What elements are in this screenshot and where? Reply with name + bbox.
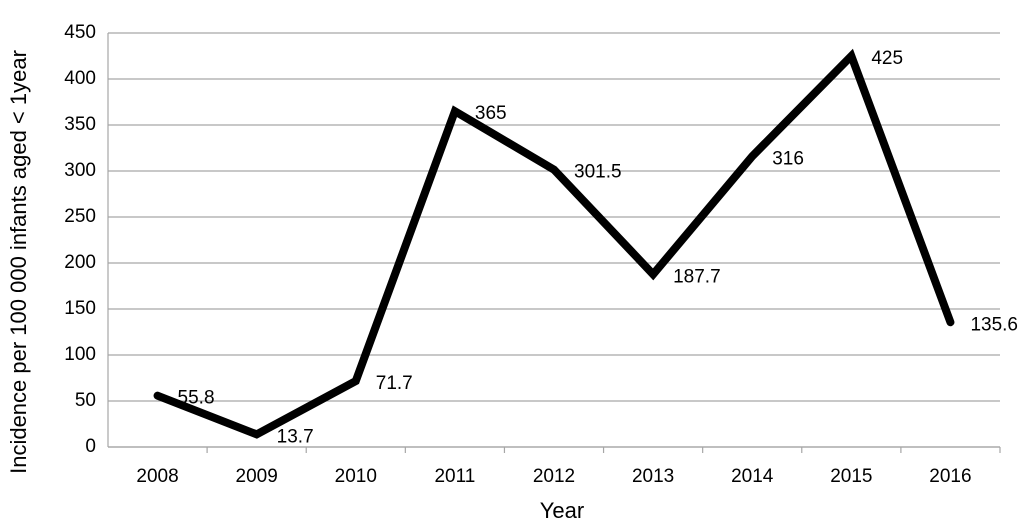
data-label: 135.6: [970, 314, 1018, 335]
y-tick-label: 400: [64, 68, 96, 89]
y-tick-label: 350: [64, 114, 96, 135]
y-tick-label: 250: [64, 206, 96, 227]
y-tick-label: 300: [64, 160, 96, 181]
data-label: 316: [772, 148, 804, 169]
x-tick-label: 2009: [236, 466, 278, 487]
y-tick-label: 100: [64, 344, 96, 365]
x-tick-label: 2016: [929, 466, 971, 487]
data-label: 187.7: [673, 266, 721, 287]
line: [153, 48, 955, 439]
x-axis-label: Year: [540, 498, 584, 523]
y-axis-label: Incidence per 100 000 infants aged < 1ye…: [6, 50, 31, 474]
x-tick-label: 2014: [731, 466, 774, 487]
x-tick-label: 2010: [335, 466, 377, 487]
data-label: 13.7: [277, 426, 314, 447]
y-tick-label: 50: [75, 390, 96, 411]
data-label: 71.7: [376, 373, 413, 394]
data-label: 425: [871, 48, 903, 69]
data-label: 55.8: [178, 388, 215, 409]
y-tick-label: 150: [64, 298, 96, 319]
x-tick-label: 2011: [434, 466, 475, 487]
data-label: 301.5: [574, 162, 622, 183]
y-tick-label: 0: [85, 436, 96, 457]
x-tick-label: 2012: [533, 466, 575, 487]
y-tick-label: 450: [64, 22, 96, 43]
y-tick-label: 200: [64, 252, 96, 273]
x-tick-label: 2008: [136, 466, 178, 487]
data-label: 365: [475, 103, 507, 124]
x-tick-label: 2015: [830, 466, 872, 487]
x-tick-label: 2013: [632, 466, 674, 487]
